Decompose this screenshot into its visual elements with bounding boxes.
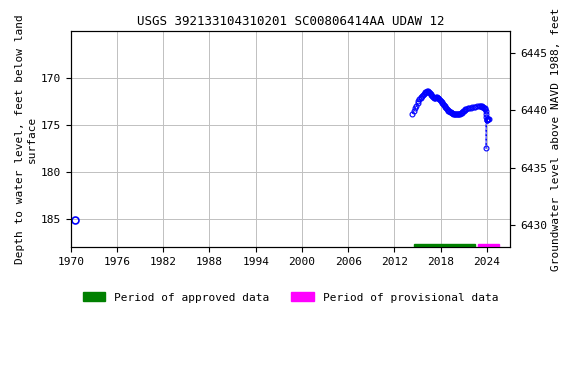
Legend: Period of approved data, Period of provisional data: Period of approved data, Period of provi…	[78, 288, 502, 307]
Bar	[414, 244, 475, 247]
Y-axis label: Depth to water level, feet below land
surface: Depth to water level, feet below land su…	[15, 14, 37, 264]
Bar	[478, 244, 499, 247]
Title: USGS 392133104310201 SC00806414AA UDAW 12: USGS 392133104310201 SC00806414AA UDAW 1…	[137, 15, 444, 28]
Y-axis label: Groundwater level above NAVD 1988, feet: Groundwater level above NAVD 1988, feet	[551, 7, 561, 271]
